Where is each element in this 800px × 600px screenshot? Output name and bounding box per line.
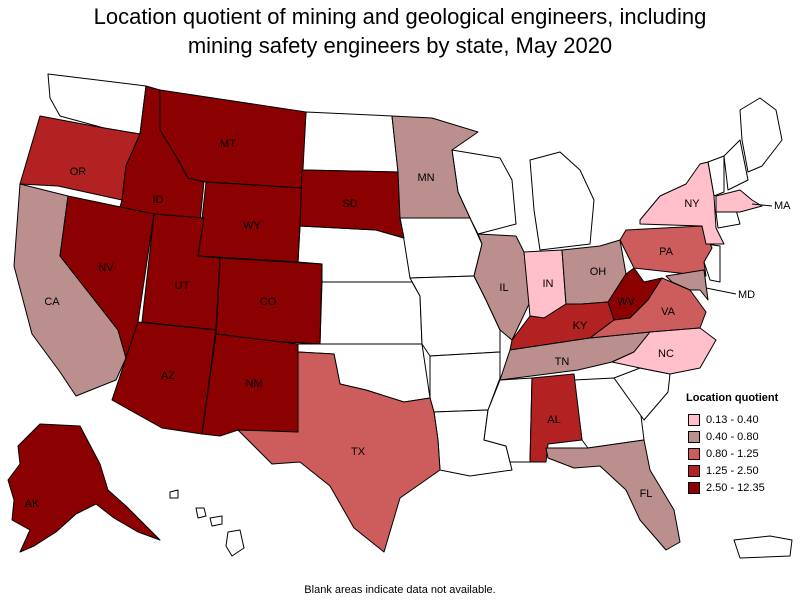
state-ak[interactable] [7,423,161,553]
label-ky: KY [573,320,588,332]
label-mt: MT [220,138,236,150]
label-nc: NC [658,348,674,360]
label-ut: UT [175,280,190,292]
title-line-1: Location quotient of mining and geologic… [93,4,707,29]
legend-label: 1.25 - 2.50 [706,464,759,477]
legend-swatch [688,430,700,443]
legend: Location quotient 0.13 - 0.40 0.40 - 0.8… [686,392,778,497]
state-va[interactable] [589,277,707,339]
footnote: Blank areas indicate data not available. [304,584,496,596]
state-ks[interactable] [319,281,423,345]
label-ca: CA [44,296,60,308]
legend-title: Location quotient [686,392,779,404]
territory-pr[interactable] [733,535,793,559]
state-ct[interactable] [715,209,741,229]
legend-swatch [688,447,700,460]
legend-label: 0.13 - 0.40 [706,413,759,426]
label-az: AZ [161,370,175,382]
state-sc[interactable] [613,367,671,421]
map-title: Location quotient of mining and geologic… [0,2,800,60]
state-nd[interactable] [301,111,399,173]
label-fl: FL [640,488,653,500]
label-co: CO [260,296,277,308]
legend-label: 2.50 - 12.35 [706,481,765,494]
label-mn: MN [417,172,434,184]
state-fl[interactable] [545,439,681,551]
state-me[interactable] [739,97,783,173]
label-wy: WY [243,220,261,232]
state-co[interactable] [215,257,323,345]
state-il[interactable] [473,233,531,341]
label-oh: OH [590,266,607,278]
label-nv: NV [98,262,114,274]
label-ak: AK [25,498,40,510]
state-al[interactable] [529,373,583,463]
state-mn[interactable] [391,115,479,219]
legend-item: 0.80 - 1.25 [686,446,778,461]
state-ar[interactable] [429,351,501,413]
legend-swatch [688,481,700,494]
label-ma: MA [774,200,791,212]
label-tx: TX [351,446,366,458]
label-nm: NM [245,378,262,390]
state-mi[interactable] [529,151,595,251]
state-ma[interactable] [715,189,763,213]
state-ny[interactable] [639,161,725,245]
legend-item: 2.50 - 12.35 [686,480,778,495]
state-hi[interactable] [169,489,245,557]
label-sd: SD [342,198,357,210]
legend-label: 0.80 - 1.25 [706,447,759,460]
label-md: MD [738,289,755,301]
ma-callout-line [751,203,773,207]
state-ia[interactable] [399,217,483,279]
label-il: IL [499,282,508,294]
label-al: AL [547,414,560,426]
label-ny: NY [684,198,700,210]
state-mt[interactable] [159,89,307,189]
legend-swatch [688,413,700,426]
state-pa[interactable] [619,225,713,277]
legend-item: 0.13 - 0.40 [686,412,778,427]
title-line-2: mining safety engineers by state, May 20… [187,33,613,58]
legend-label: 0.40 - 0.80 [706,430,759,443]
legend-item: 1.25 - 2.50 [686,463,778,478]
label-pa: PA [659,246,674,258]
legend-item: 0.40 - 0.80 [686,429,778,444]
md-callout-line [705,287,737,295]
state-nc[interactable] [611,327,717,375]
legend-swatch [688,464,700,477]
state-md[interactable] [665,269,709,301]
label-id: ID [153,194,164,206]
label-or: OR [70,166,87,178]
label-wv: WV [617,296,635,308]
label-va: VA [661,306,676,318]
state-tx[interactable] [237,351,441,553]
label-tn: TN [555,356,570,368]
state-nh[interactable] [723,139,749,191]
label-in: IN [543,278,554,290]
